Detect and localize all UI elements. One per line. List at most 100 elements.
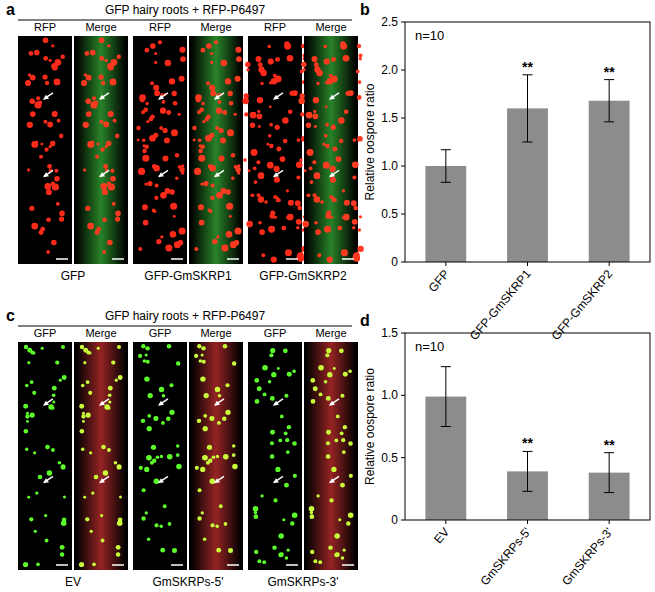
spore bbox=[94, 475, 99, 480]
arrow bbox=[215, 170, 224, 176]
spore bbox=[288, 200, 294, 206]
spore bbox=[342, 189, 345, 192]
spore bbox=[209, 416, 214, 421]
spore bbox=[51, 181, 56, 186]
spore bbox=[194, 247, 198, 251]
spore bbox=[254, 511, 257, 514]
spore bbox=[116, 545, 121, 550]
spore bbox=[258, 221, 262, 225]
spore bbox=[43, 56, 48, 61]
spore bbox=[216, 455, 219, 458]
y-tick-label: 0.5 bbox=[381, 207, 398, 221]
spore bbox=[146, 455, 151, 460]
arrow bbox=[44, 399, 53, 405]
arrow-head bbox=[214, 95, 220, 100]
root bbox=[76, 36, 126, 264]
spore bbox=[311, 399, 316, 404]
spore bbox=[219, 504, 223, 508]
spore bbox=[226, 231, 233, 238]
scale-bar bbox=[112, 258, 124, 260]
spore bbox=[144, 182, 147, 185]
spore bbox=[289, 91, 294, 96]
spore bbox=[83, 496, 86, 499]
spore bbox=[169, 410, 174, 415]
spore bbox=[342, 548, 345, 551]
spore bbox=[139, 466, 143, 470]
spore bbox=[346, 521, 350, 525]
y-tick bbox=[401, 214, 405, 215]
spore bbox=[27, 496, 30, 499]
spore bbox=[231, 153, 235, 157]
spore bbox=[195, 94, 202, 101]
plot-frame bbox=[405, 333, 650, 520]
spore bbox=[26, 420, 29, 423]
spore bbox=[221, 188, 227, 194]
spore bbox=[103, 164, 108, 169]
spore bbox=[245, 62, 250, 67]
panel-label: a bbox=[6, 1, 15, 18]
spore bbox=[176, 453, 180, 457]
spore bbox=[155, 183, 159, 187]
marks bbox=[425, 75, 629, 262]
spore bbox=[50, 141, 55, 146]
spore bbox=[138, 168, 145, 175]
scale-bar bbox=[286, 258, 298, 260]
spore bbox=[25, 448, 28, 451]
spore bbox=[170, 231, 177, 238]
spore bbox=[165, 244, 172, 251]
spore bbox=[210, 210, 213, 213]
spore bbox=[219, 156, 225, 162]
spore bbox=[344, 109, 349, 114]
scale-bar bbox=[171, 564, 183, 566]
spore bbox=[270, 348, 275, 353]
spore bbox=[281, 226, 286, 231]
spore bbox=[296, 175, 300, 179]
spore bbox=[197, 344, 201, 348]
spore bbox=[153, 85, 159, 91]
spore bbox=[275, 197, 279, 201]
spore bbox=[110, 79, 117, 86]
spore bbox=[215, 387, 220, 392]
spore bbox=[102, 250, 106, 254]
spore bbox=[209, 133, 214, 138]
spore bbox=[41, 347, 44, 350]
spore bbox=[225, 189, 231, 195]
spore bbox=[80, 345, 84, 349]
spore bbox=[87, 223, 94, 230]
spore bbox=[194, 168, 201, 175]
spore bbox=[169, 78, 175, 84]
spore bbox=[236, 167, 241, 172]
spore bbox=[143, 220, 149, 226]
spore bbox=[257, 114, 263, 120]
spore bbox=[228, 548, 233, 553]
spore bbox=[86, 75, 92, 81]
spore bbox=[92, 562, 96, 566]
spore bbox=[228, 91, 233, 96]
spore bbox=[46, 217, 51, 222]
spore bbox=[85, 517, 89, 521]
spore bbox=[172, 548, 177, 553]
spore bbox=[331, 197, 335, 201]
spore bbox=[356, 70, 360, 74]
spore bbox=[218, 128, 223, 133]
spore bbox=[275, 57, 280, 62]
spore bbox=[357, 95, 362, 100]
column-label: RFP bbox=[149, 21, 171, 33]
spore bbox=[81, 80, 87, 86]
spore bbox=[271, 78, 277, 84]
arrow bbox=[44, 476, 53, 482]
spore bbox=[156, 239, 161, 244]
spore bbox=[312, 56, 318, 62]
spore bbox=[327, 78, 333, 84]
spore bbox=[85, 206, 90, 211]
spore bbox=[160, 108, 166, 114]
spore bbox=[52, 393, 56, 397]
significance: ** bbox=[522, 59, 533, 75]
spore bbox=[271, 256, 277, 262]
spore bbox=[297, 206, 302, 211]
arrow bbox=[44, 93, 53, 99]
spore bbox=[300, 112, 304, 116]
spore bbox=[178, 240, 183, 245]
spore bbox=[222, 417, 226, 421]
error-cap bbox=[523, 142, 533, 143]
